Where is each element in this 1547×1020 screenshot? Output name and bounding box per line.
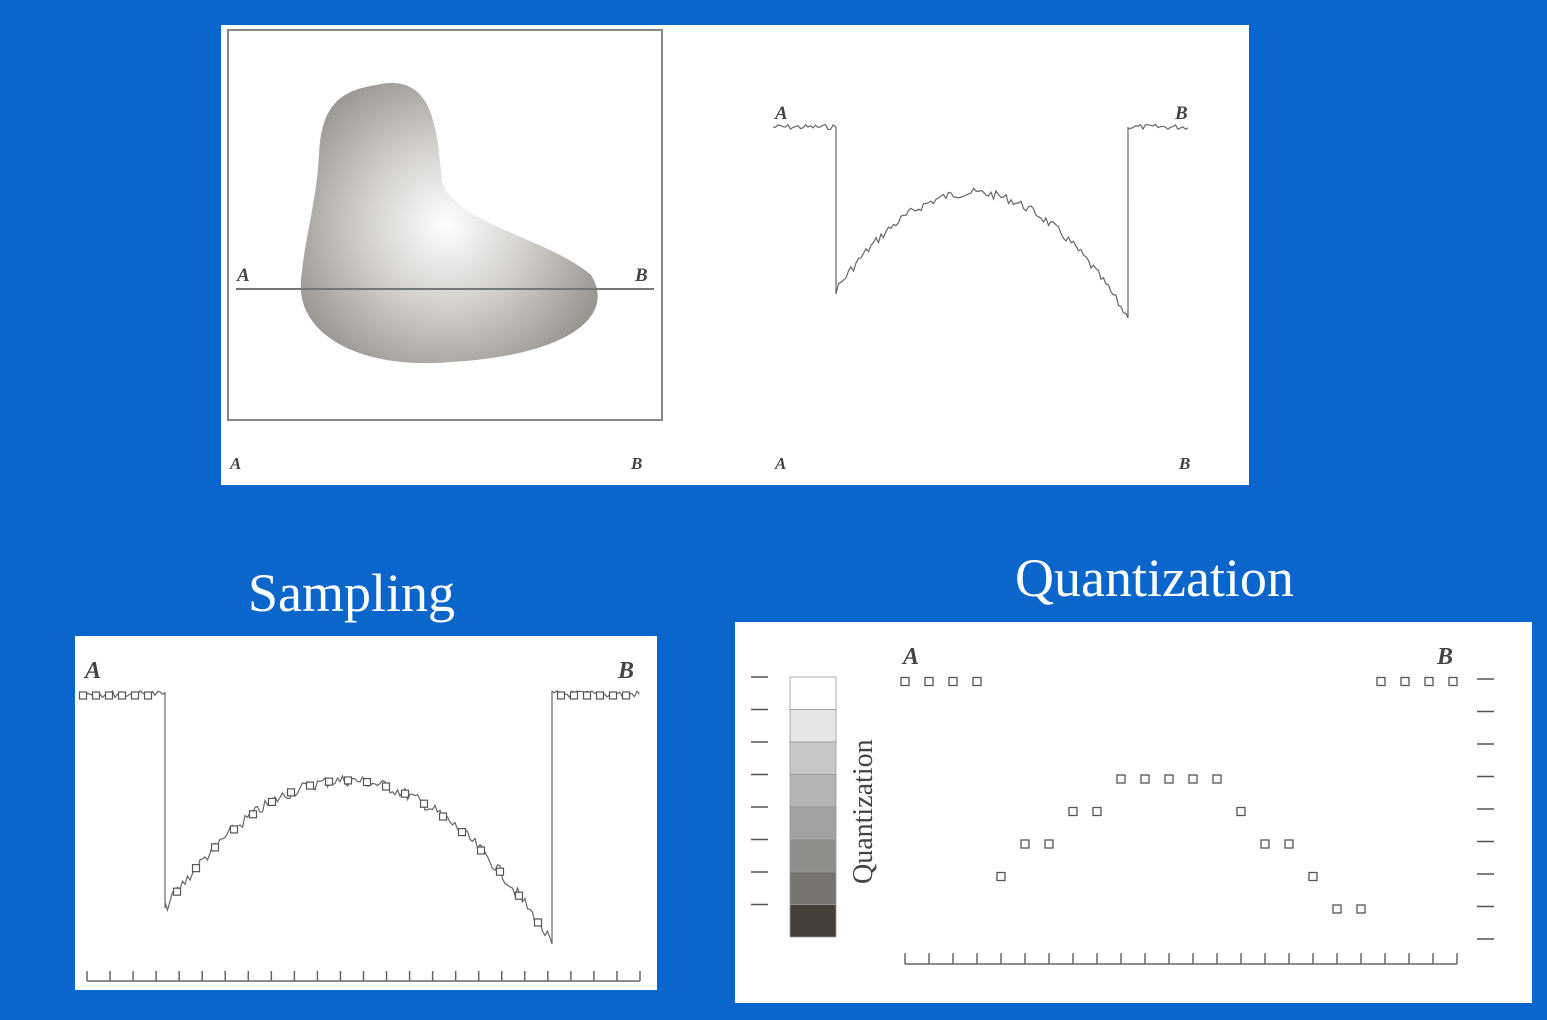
image-frame (227, 29, 663, 421)
sample-marker (143, 691, 153, 700)
sample-marker (419, 799, 429, 808)
profile-b-label: B (1174, 103, 1188, 124)
scan-line-a-label: A (236, 265, 250, 286)
sample-marker (191, 864, 201, 873)
sample-marker (286, 788, 296, 797)
gray-level-swatch (789, 839, 837, 873)
quantized-sample (1020, 839, 1030, 849)
sampling-a-label: A (83, 658, 101, 684)
sample-marker (582, 691, 592, 700)
quantized-sample (1260, 839, 1270, 849)
continuous-image-figure: A B A B A B A B (227, 29, 1190, 473)
sample-marker (324, 777, 334, 786)
sampling-panel: A B (75, 636, 657, 990)
quantized-sample (1376, 676, 1386, 687)
quantized-sample (1448, 676, 1458, 687)
gray-level-swatch (789, 676, 837, 710)
quantized-sample (1140, 774, 1150, 784)
quantized-sample (1188, 774, 1198, 784)
quantized-sample (1068, 806, 1078, 817)
quantized-sample (1044, 839, 1054, 849)
sample-marker (91, 691, 101, 700)
quantized-sample (1424, 676, 1434, 687)
scan-line-b-label: B (634, 265, 648, 286)
sample-marker (305, 781, 315, 790)
gray-level-swatch (789, 904, 837, 938)
sample-marker (621, 691, 631, 700)
quantization-scale-label: Quantization (848, 739, 879, 884)
gray-level-swatch (789, 741, 837, 775)
sample-marker (210, 843, 220, 852)
sample-marker (267, 797, 277, 807)
sample-marker (117, 691, 127, 700)
sample-marker (400, 789, 410, 798)
sample-marker (248, 810, 258, 819)
cut-a-label-right: A (774, 454, 786, 473)
sample-marker (608, 691, 618, 700)
quantization-a-label: A (901, 644, 919, 670)
sample-marker (130, 691, 140, 700)
sampling-heading: Sampling (248, 563, 456, 623)
gray-level-swatch (789, 806, 837, 840)
sample-marker (595, 691, 605, 700)
continuous-image-panel: A B A B A B A B (221, 25, 1249, 485)
sampled-profile-curve (79, 689, 640, 945)
quantized-sample (900, 676, 910, 687)
quantization-figure: Quantization A B (751, 644, 1494, 965)
sample-marker (533, 918, 543, 927)
quantized-sample (972, 676, 982, 687)
sample-marker (78, 691, 88, 700)
quantized-sample (948, 676, 958, 687)
sample-marker (514, 891, 524, 900)
quantized-sample (996, 871, 1006, 882)
quantized-sample (1284, 839, 1294, 849)
quantized-sample (1092, 806, 1102, 817)
gray-level-swatch (789, 871, 837, 905)
sample-marker (476, 846, 486, 855)
cut-a-label-left: A (229, 454, 241, 473)
sample-marker (569, 691, 579, 700)
gray-level-swatch (789, 709, 837, 743)
profile-a-label: A (774, 103, 788, 124)
sample-marker (495, 867, 505, 876)
sample-marker (457, 828, 467, 837)
quantized-sample (1308, 871, 1318, 882)
quantization-heading: Quantization (1015, 548, 1294, 608)
quantized-sample (1332, 904, 1342, 914)
sample-marker (229, 825, 239, 834)
quantized-sample (1400, 676, 1410, 687)
quantized-sample (1236, 806, 1246, 817)
intensity-profile (772, 123, 1189, 319)
sample-marker (438, 812, 448, 821)
quantized-sample (1116, 774, 1126, 784)
sample-marker (381, 782, 391, 791)
cut-b-label-right: B (1178, 454, 1190, 473)
object-shape (300, 83, 598, 364)
quantized-sample (1164, 774, 1174, 784)
sampling-figure: A B (78, 658, 641, 982)
gray-level-swatch (789, 774, 837, 808)
quantized-sample (1212, 774, 1222, 784)
sample-marker (104, 691, 114, 700)
quantized-sample (1356, 904, 1366, 914)
quantization-b-label: B (1436, 644, 1453, 670)
sampling-b-label: B (617, 658, 634, 684)
quantized-sample (924, 676, 934, 687)
cut-b-label-left: B (630, 454, 642, 473)
sample-marker (343, 776, 353, 785)
sample-marker (556, 691, 566, 700)
sample-marker (172, 887, 182, 896)
sample-marker (362, 777, 372, 787)
quantization-panel: Quantization A B (735, 622, 1532, 1003)
